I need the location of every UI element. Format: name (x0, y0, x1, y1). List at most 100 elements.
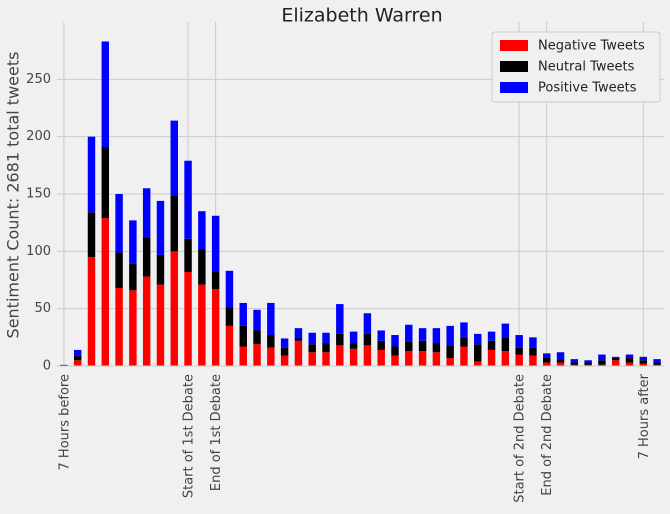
bar-segment (198, 249, 206, 285)
bar-segment (529, 355, 537, 366)
bar-segment (432, 328, 441, 344)
x-tick-label: Start of 1st Debate (182, 374, 197, 498)
bar-segment (253, 330, 261, 345)
bar-segment (405, 351, 413, 366)
bar-segment (156, 254, 165, 285)
bar-segment (211, 271, 220, 290)
bar-segment (501, 337, 510, 352)
bar-segment (556, 352, 565, 360)
bar-segment (501, 351, 510, 366)
bar-segment (225, 307, 234, 326)
bar-segment (239, 325, 247, 347)
bar-segment (377, 349, 385, 366)
bar-segment (363, 345, 372, 366)
bar-segment (225, 325, 234, 366)
bar-segment (598, 364, 606, 366)
bar-segment (584, 364, 592, 366)
bar-segment (501, 323, 510, 338)
legend-label: Neutral Tweets (538, 60, 635, 75)
bar-segment (184, 271, 192, 366)
bar-segment (487, 340, 496, 350)
bar-segment (322, 343, 330, 353)
bar-segment (418, 328, 427, 341)
y-tick-label: 250 (26, 72, 51, 87)
bar-segment (73, 355, 82, 361)
bar-segment (239, 346, 247, 366)
bar-segment (460, 346, 468, 366)
bar-segment (584, 360, 592, 363)
bar-segment (598, 354, 606, 361)
bar-segment (184, 160, 192, 239)
bar-segment (611, 360, 620, 366)
bar-segment (142, 188, 151, 238)
bar-segment (639, 363, 648, 366)
bar-segment (294, 328, 303, 339)
bar-segment (446, 325, 454, 346)
bar-segment (570, 364, 579, 366)
bar-segment (474, 361, 482, 366)
bar-segment (267, 302, 275, 336)
y-tick-label: 50 (34, 301, 51, 316)
bar-segment (460, 337, 468, 347)
bar-segment (267, 335, 275, 348)
bar-segment (363, 313, 372, 334)
bar-segment (336, 333, 344, 346)
legend-label: Positive Tweets (538, 81, 637, 96)
bar-segment (515, 335, 523, 348)
bar-segment (391, 355, 399, 366)
bar-segment (418, 351, 427, 366)
bar-segment (432, 343, 441, 353)
bar-segment (611, 357, 620, 361)
bar-segment (101, 146, 110, 219)
y-tick-label: 150 (26, 187, 51, 202)
bar-segment (170, 251, 178, 366)
bar-segment (349, 343, 358, 349)
bar-segment (598, 360, 606, 365)
bar-segment (87, 257, 96, 366)
bar-segment (529, 337, 537, 348)
bar-segment (349, 331, 358, 344)
bar-segment (211, 289, 220, 366)
x-tick-label: End of 2nd Debate (540, 374, 555, 496)
bar-segment (336, 345, 344, 366)
bar-segment (101, 41, 110, 147)
bar-segment (377, 330, 385, 341)
bar-segment (487, 349, 496, 366)
legend-swatch (500, 40, 528, 51)
bar-segment (556, 359, 565, 363)
bar-segment (253, 344, 261, 366)
bar-segment (101, 218, 110, 366)
bar-segment (280, 347, 289, 356)
bar-segment (156, 284, 165, 366)
bar-segment (115, 288, 123, 366)
bar-segment (474, 344, 482, 362)
bar-segment (515, 347, 523, 355)
bar-segment (405, 324, 413, 342)
bar-segment (170, 120, 178, 196)
x-tick-label: End of 1st Debate (209, 374, 224, 491)
bar-segment (639, 356, 648, 361)
bar-segment (253, 309, 261, 331)
bar-segment (129, 220, 137, 264)
bar-segment (60, 364, 68, 366)
bar-segment (556, 362, 565, 366)
bar-segment (87, 212, 96, 258)
bar-segment (129, 263, 137, 291)
bar-segment (184, 238, 192, 272)
y-axis-label: Sentiment Count: 2681 total tweets (4, 52, 23, 339)
bar-segment (308, 352, 316, 366)
bar-segment (515, 354, 523, 366)
bar-segment (322, 352, 330, 366)
bar-segment (625, 362, 634, 366)
bar-segment (267, 347, 275, 366)
bar-segment (363, 333, 372, 346)
bar-segment (391, 335, 399, 347)
x-tick-label: Start of 2nd Debate (513, 374, 528, 503)
y-tick-label: 100 (26, 244, 51, 259)
bar-segment (625, 357, 634, 363)
bar-segment (349, 348, 358, 366)
bar-segment (198, 211, 206, 250)
bar-segment (156, 200, 165, 255)
bar-segment (418, 340, 427, 352)
